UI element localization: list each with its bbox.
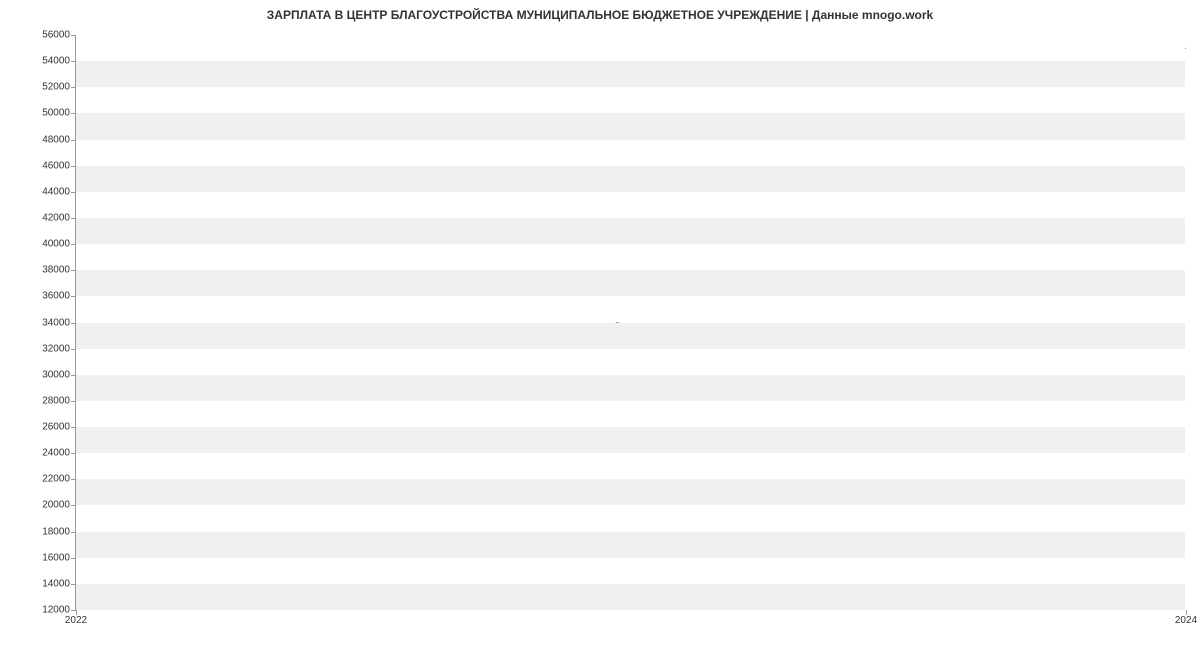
y-tick-mark bbox=[71, 558, 76, 559]
grid-band bbox=[76, 270, 1185, 296]
x-tick-mark bbox=[76, 610, 77, 615]
salary-line-chart: ЗАРПЛАТА В ЦЕНТР БЛАГОУСТРОЙСТВА МУНИЦИП… bbox=[0, 0, 1200, 650]
grid-band bbox=[76, 218, 1185, 244]
grid-band bbox=[76, 584, 1185, 610]
grid-band bbox=[76, 375, 1185, 401]
grid-band bbox=[76, 427, 1185, 453]
grid-band bbox=[76, 401, 1185, 427]
plot-area: 1200014000160001800020000220002400026000… bbox=[75, 35, 1185, 610]
y-tick-mark bbox=[71, 427, 76, 428]
y-tick-mark bbox=[71, 349, 76, 350]
x-tick-mark bbox=[1186, 610, 1187, 615]
y-tick-mark bbox=[71, 61, 76, 62]
y-tick-mark bbox=[71, 192, 76, 193]
grid-band bbox=[76, 35, 1185, 61]
chart-title: ЗАРПЛАТА В ЦЕНТР БЛАГОУСТРОЙСТВА МУНИЦИП… bbox=[0, 8, 1200, 22]
y-tick-mark bbox=[71, 244, 76, 245]
y-tick-mark bbox=[71, 584, 76, 585]
grid-band bbox=[76, 87, 1185, 113]
y-tick-mark bbox=[71, 140, 76, 141]
grid-band bbox=[76, 192, 1185, 218]
grid-band bbox=[76, 244, 1185, 270]
grid-band bbox=[76, 558, 1185, 584]
grid-band bbox=[76, 532, 1185, 558]
y-tick-mark bbox=[71, 270, 76, 271]
grid-band bbox=[76, 296, 1185, 322]
grid-band bbox=[76, 61, 1185, 87]
grid-band bbox=[76, 113, 1185, 139]
grid-band bbox=[76, 323, 1185, 349]
grid-band bbox=[76, 505, 1185, 531]
y-tick-mark bbox=[71, 323, 76, 324]
y-tick-mark bbox=[71, 218, 76, 219]
y-tick-mark bbox=[71, 453, 76, 454]
y-tick-mark bbox=[71, 401, 76, 402]
grid-band bbox=[76, 140, 1185, 166]
y-tick-mark bbox=[71, 113, 76, 114]
grid-band bbox=[76, 349, 1185, 375]
y-tick-mark bbox=[71, 35, 76, 36]
grid-band bbox=[76, 479, 1185, 505]
grid-band bbox=[76, 166, 1185, 192]
y-tick-mark bbox=[71, 375, 76, 376]
y-tick-mark bbox=[71, 532, 76, 533]
y-tick-mark bbox=[71, 479, 76, 480]
y-tick-mark bbox=[71, 87, 76, 88]
grid-band bbox=[76, 453, 1185, 479]
y-tick-mark bbox=[71, 505, 76, 506]
y-tick-mark bbox=[71, 296, 76, 297]
y-tick-mark bbox=[71, 166, 76, 167]
